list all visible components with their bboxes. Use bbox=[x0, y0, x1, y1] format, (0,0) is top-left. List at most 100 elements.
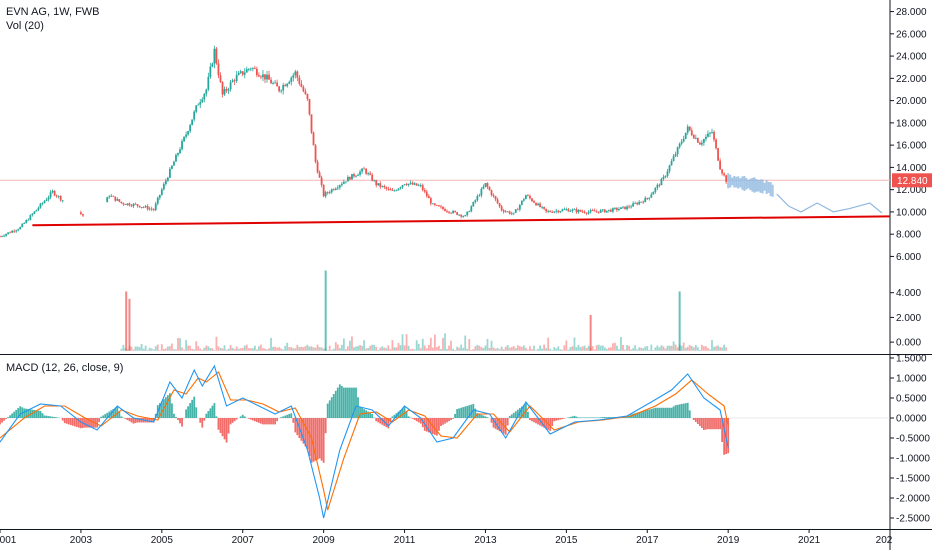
volume-bar bbox=[522, 345, 525, 351]
macd-histogram-bar bbox=[656, 407, 659, 418]
candle-body bbox=[35, 209, 38, 212]
candle-body bbox=[55, 195, 58, 197]
candle-body bbox=[237, 72, 240, 76]
macd-histogram-bar bbox=[217, 418, 220, 430]
volume-bar bbox=[367, 347, 370, 351]
macd-histogram-bar bbox=[17, 408, 20, 418]
candle-body bbox=[709, 132, 711, 134]
volume-bar bbox=[585, 347, 588, 351]
candle-body bbox=[431, 203, 434, 205]
volume-bar bbox=[342, 338, 345, 351]
macd-histogram-bar bbox=[330, 397, 333, 418]
volume-bar bbox=[373, 344, 376, 351]
volume-bar bbox=[140, 343, 143, 351]
candle-body bbox=[136, 204, 139, 206]
candle-body bbox=[622, 206, 624, 208]
volume-bar bbox=[486, 338, 489, 351]
macd-histogram-bar bbox=[510, 414, 513, 418]
volume-bar bbox=[363, 340, 365, 351]
candle-body bbox=[138, 205, 141, 208]
candle-body bbox=[480, 188, 483, 196]
candle-body bbox=[205, 89, 208, 94]
volume-bar bbox=[425, 348, 428, 351]
candle-body bbox=[255, 68, 258, 76]
candle-body bbox=[674, 154, 677, 157]
projection-bar bbox=[771, 184, 774, 197]
candle-body bbox=[266, 74, 268, 80]
volume-bar bbox=[611, 343, 614, 351]
volume-bar bbox=[676, 347, 679, 351]
macd-histogram-bar bbox=[674, 405, 677, 418]
candle-body bbox=[638, 201, 641, 205]
macd-histogram-bar bbox=[332, 394, 335, 418]
macd-histogram-bar bbox=[45, 415, 48, 418]
candle-body bbox=[144, 206, 147, 208]
macd-histogram-bar bbox=[531, 418, 533, 422]
volume-bar bbox=[152, 349, 155, 351]
volume-bar bbox=[336, 344, 339, 351]
candle-body bbox=[207, 76, 210, 90]
price-tick-label: 22.000 bbox=[896, 74, 927, 85]
candle-body bbox=[385, 187, 388, 189]
macd-histogram-bar bbox=[719, 418, 721, 430]
candle-body bbox=[486, 183, 489, 187]
volume-bar bbox=[618, 349, 620, 351]
macd-histogram-bar bbox=[705, 418, 707, 430]
macd-histogram-bar bbox=[522, 404, 525, 418]
volume-bar bbox=[260, 344, 262, 351]
macd-histogram-bar bbox=[53, 417, 56, 418]
candle-body bbox=[533, 201, 535, 203]
volume-bar bbox=[719, 347, 721, 351]
candle-body bbox=[713, 131, 715, 140]
volume-bar bbox=[213, 350, 216, 351]
volume-bar bbox=[231, 347, 234, 351]
candle-body bbox=[607, 209, 610, 211]
macd-histogram-bar bbox=[401, 408, 404, 418]
macd-histogram-bar bbox=[25, 408, 28, 418]
macd-histogram-bar bbox=[433, 418, 436, 435]
macd-histogram-bar bbox=[92, 418, 94, 428]
volume-bar bbox=[628, 345, 630, 351]
macd-histogram-bar bbox=[124, 418, 127, 419]
candle-body bbox=[29, 215, 32, 220]
time-tick-label: 2011 bbox=[394, 535, 416, 546]
candle-body bbox=[620, 207, 622, 210]
macd-histogram-bar bbox=[284, 415, 287, 418]
candle-body bbox=[5, 233, 7, 236]
volume-bar bbox=[581, 346, 584, 351]
macd-histogram-bar bbox=[19, 406, 22, 418]
candle-body bbox=[142, 207, 145, 208]
volume-bar bbox=[243, 345, 246, 351]
candle-body bbox=[593, 210, 596, 212]
candle-body bbox=[146, 206, 149, 210]
macd-histogram-bar bbox=[539, 418, 541, 426]
macd-histogram-bar bbox=[290, 413, 293, 418]
volume-bar bbox=[207, 346, 210, 351]
volume-bar bbox=[268, 348, 270, 351]
candle-body bbox=[215, 48, 218, 64]
macd-tick-label: 1.0000 bbox=[896, 374, 927, 385]
time-tick-label: 2019 bbox=[717, 535, 740, 546]
macd-histogram-bar bbox=[686, 402, 689, 418]
candle-body bbox=[332, 189, 335, 191]
macd-histogram-bar bbox=[678, 404, 681, 418]
macd-histogram-bar bbox=[316, 418, 319, 460]
volume-bar bbox=[664, 348, 667, 351]
projection-bar bbox=[765, 180, 768, 194]
macd-histogram-bar bbox=[436, 418, 438, 436]
volume-bar bbox=[500, 346, 503, 351]
candle-body bbox=[450, 212, 452, 214]
macd-histogram-bar bbox=[563, 418, 566, 419]
macd-histogram-bar bbox=[480, 414, 483, 418]
candle-body bbox=[506, 211, 509, 213]
macd-histogram-bar bbox=[646, 410, 649, 418]
candle-body bbox=[272, 82, 274, 84]
candle-body bbox=[415, 183, 418, 186]
candle-body bbox=[472, 201, 475, 207]
candle-body bbox=[233, 80, 236, 82]
macd-histogram-bar bbox=[322, 418, 325, 463]
time-tick-label: 2021 bbox=[798, 535, 821, 546]
macd-histogram-bar bbox=[324, 418, 327, 434]
volume-bar bbox=[241, 347, 244, 351]
